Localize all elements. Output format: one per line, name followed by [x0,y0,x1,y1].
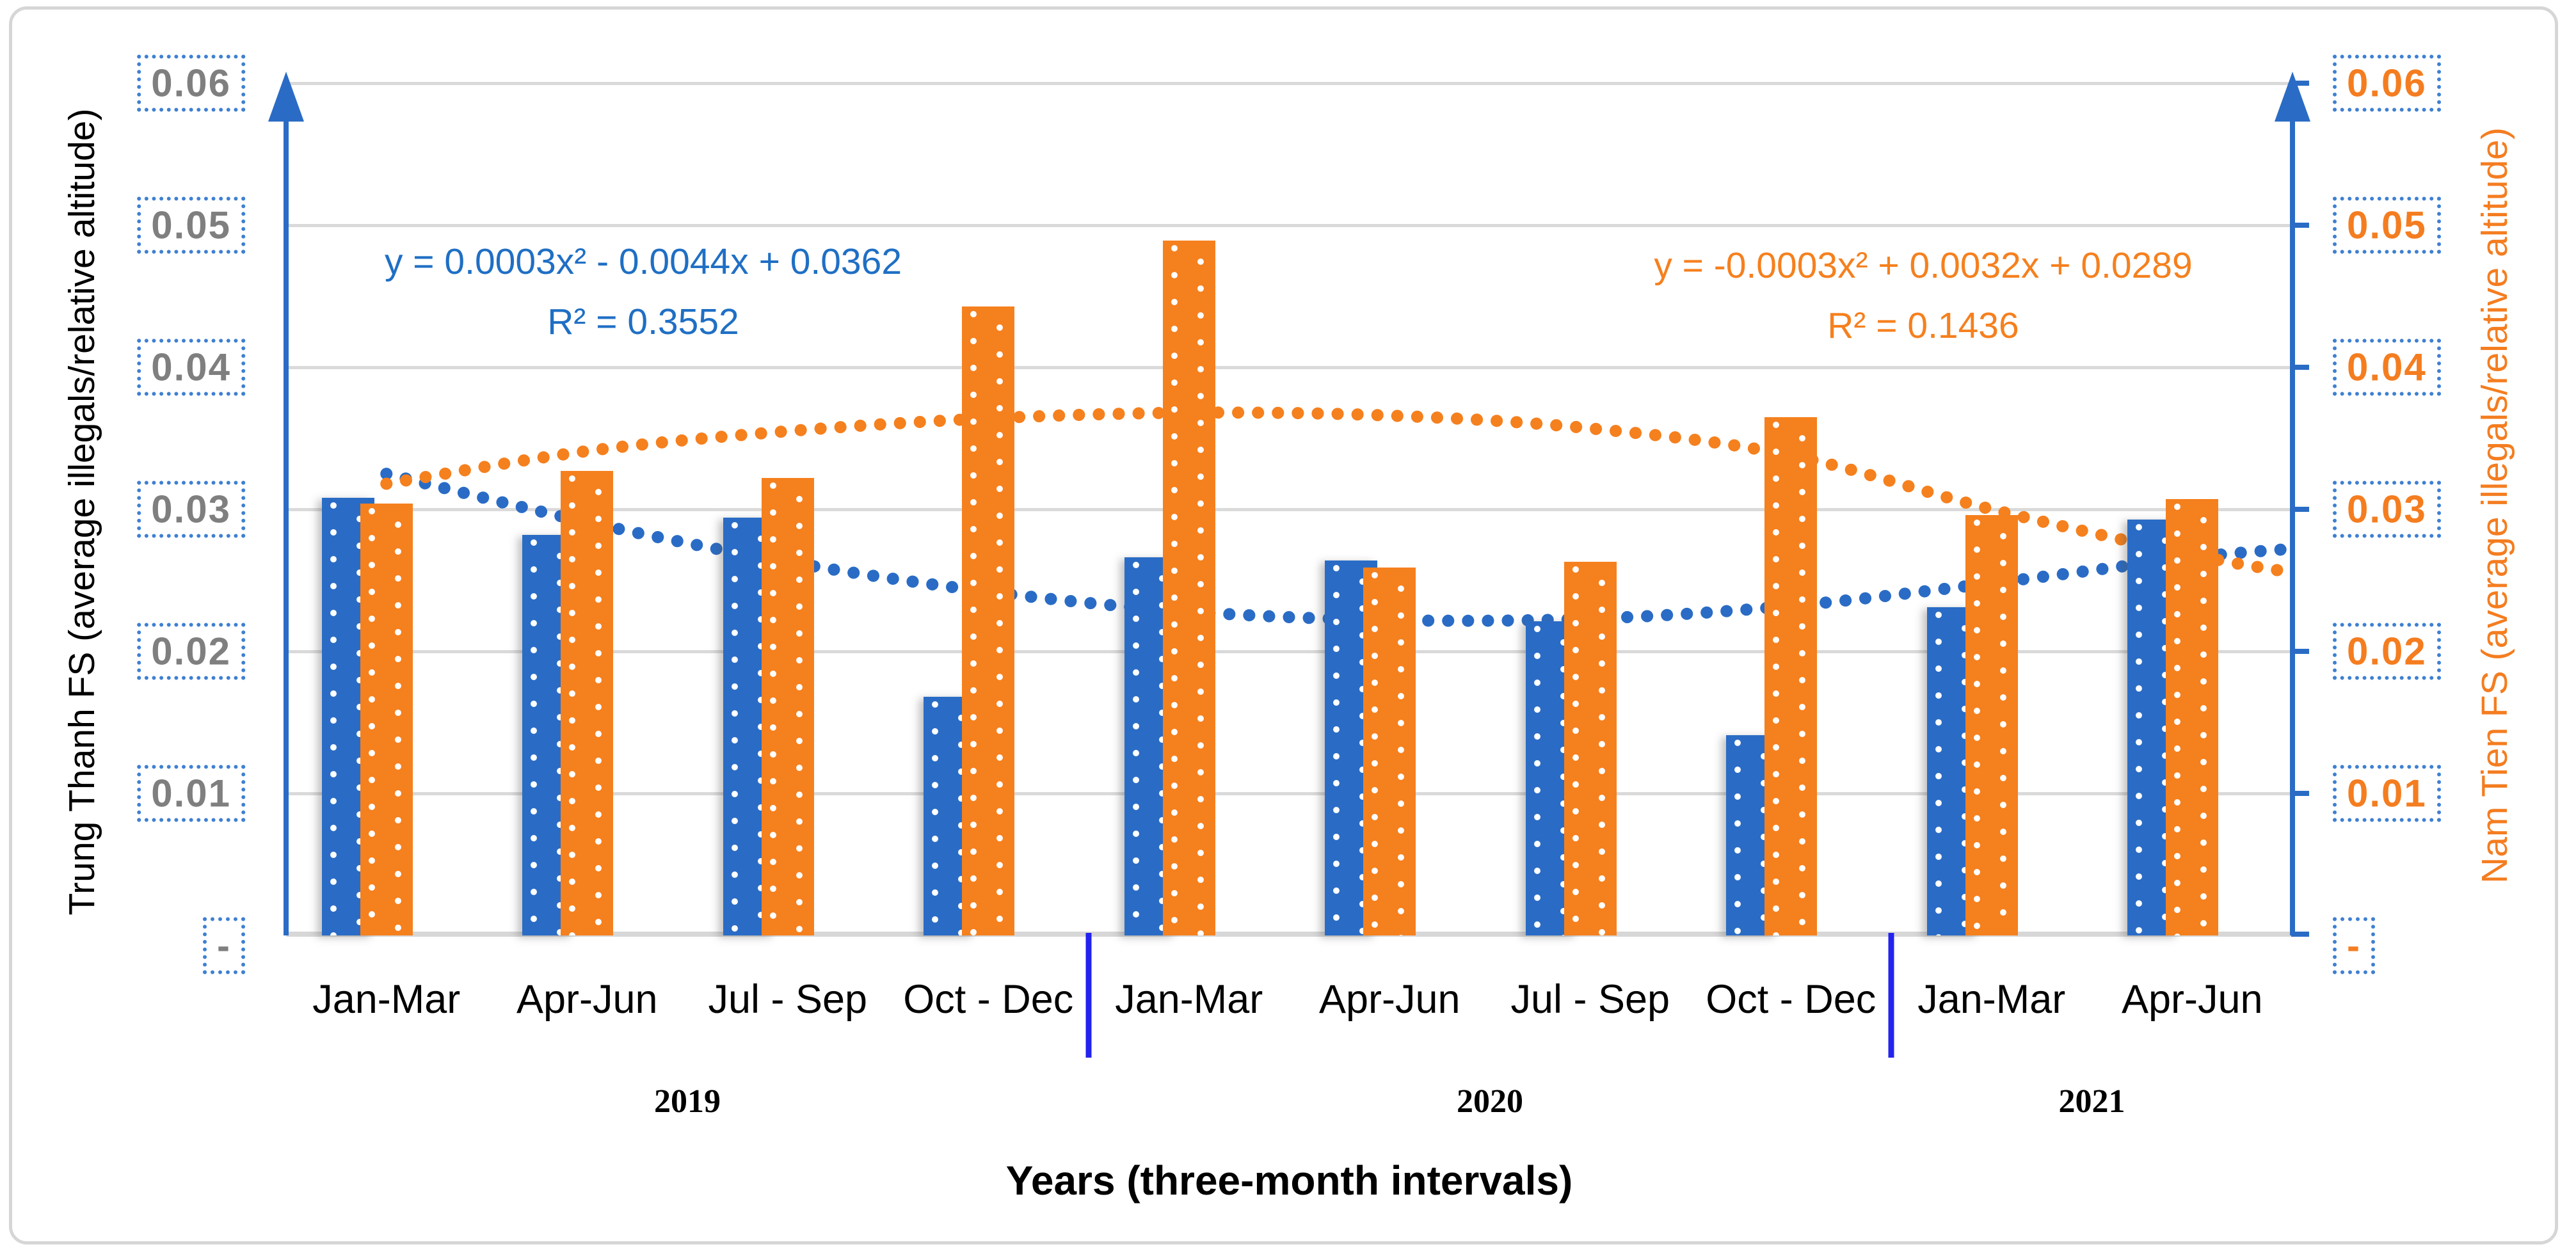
y-tick-label-right-0.05: 0.05 [2333,196,2441,254]
trendline-equation-nam-tien: y = -0.0003x² + 0.0032x + 0.0289 R² = 0.… [1654,235,2192,356]
y-tick-label-left--: - [203,917,245,974]
grid-line [286,224,2292,227]
x-tick-label-6: Apr-Jun [1318,977,1460,1022]
y-tick-label-right-0.03: 0.03 [2333,481,2441,538]
year-label-2019: 2019 [654,1083,721,1120]
y-tick-label-left-0.06: 0.06 [137,54,245,112]
equation-r-squared: R² = 0.1436 [1827,305,2019,346]
x-tick-label-7: Jul - Sep [1510,977,1670,1022]
y-tick-label-right-0.04: 0.04 [2333,338,2441,396]
y-tick-label-right-0.02: 0.02 [2333,623,2441,680]
x-tick-label-10: Apr-Jun [2121,977,2263,1022]
y-tick-label-left-0.04: 0.04 [137,338,245,396]
x-tick-label-8: Oct - Dec [1706,977,1876,1022]
x-tick-label-4: Oct - Dec [903,977,1074,1022]
right-axis-tick [2291,932,2309,937]
equation-r-squared: R² = 0.3552 [547,301,739,342]
grid-line [286,650,2292,653]
year-separator-1 [1888,933,1894,1058]
year-label-2021: 2021 [2058,1083,2125,1120]
equation-formula: y = -0.0003x² + 0.0032x + 0.0289 [1654,245,2193,286]
year-separator-0 [1085,933,1092,1058]
x-axis-title: Years (three-month intervals) [1005,1157,1573,1204]
bar-nam-tien-4 [962,306,1015,935]
grid-line [286,82,2292,85]
right-axis-tick [2291,791,2309,796]
grid-line [286,366,2292,369]
bar-nam-tien-7 [1564,562,1617,935]
left-y-axis-arrow [268,72,304,122]
grid-line [286,792,2292,795]
bar-nam-tien-9 [1965,514,2018,935]
x-tick-label-3: Jul - Sep [708,977,868,1022]
equation-formula: y = 0.0003x² - 0.0044x + 0.0362 [384,241,902,282]
y-tick-label-left-0.05: 0.05 [137,196,245,254]
right-axis-tick [2291,365,2309,370]
bar-nam-tien-6 [1363,568,1416,935]
trendline-nam-tien [380,406,2294,578]
figure-border [9,6,2558,1244]
x-axis-line [286,932,2292,937]
right-axis-tick [2291,649,2309,654]
bar-nam-tien-8 [1764,417,1818,935]
y-tick-label-right-0.06: 0.06 [2333,54,2441,112]
y-tick-label-right-0.01: 0.01 [2333,765,2441,822]
bar-nam-tien-5 [1162,241,1215,935]
x-tick-label-1: Jan-Mar [312,977,461,1022]
bar-nam-tien-3 [761,478,814,935]
right-axis-tick [2291,81,2309,86]
bar-nam-tien-10 [2166,499,2219,935]
bar-nam-tien-2 [561,471,614,935]
x-tick-label-9: Jan-Mar [1917,977,2066,1022]
y-tick-label-left-0.03: 0.03 [137,481,245,538]
year-label-2020: 2020 [1457,1083,1523,1120]
left-y-axis-line [284,102,289,935]
y-tick-label-right--: - [2333,917,2375,974]
trendline-equation-trung-thanh: y = 0.0003x² - 0.0044x + 0.0362 R² = 0.3… [385,232,902,352]
right-axis-tick [2291,223,2309,228]
bar-nam-tien-1 [360,504,413,935]
right-y-axis-arrow [2275,72,2310,122]
x-tick-label-2: Apr-Jun [516,977,658,1022]
right-y-axis-line [2290,102,2295,935]
right-axis-title: Nam Tien FS (average illegals/relative a… [2474,127,2515,884]
y-tick-label-left-0.01: 0.01 [137,765,245,822]
right-axis-tick [2291,507,2309,512]
left-axis-title: Trung Thanh FS (average illegals/relativ… [61,108,102,916]
grid-line [286,508,2292,511]
y-tick-label-left-0.02: 0.02 [137,623,245,680]
x-tick-label-5: Jan-Mar [1115,977,1263,1022]
